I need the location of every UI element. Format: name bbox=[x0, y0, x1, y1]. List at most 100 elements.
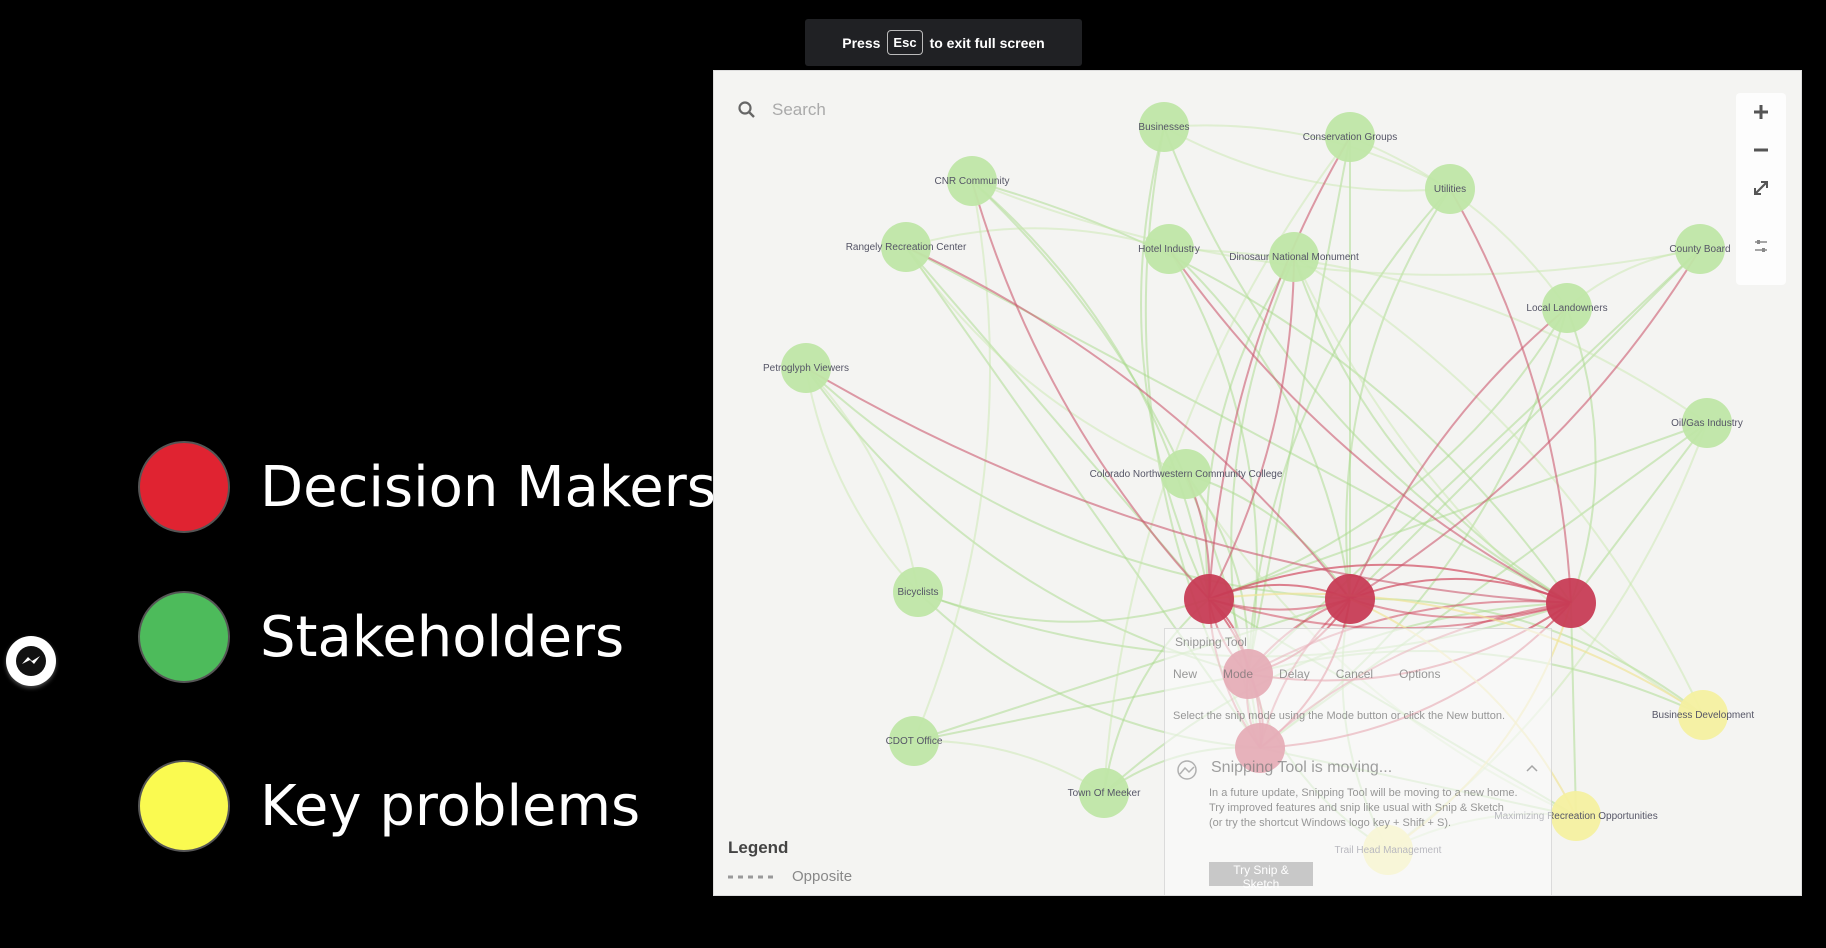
minus-icon bbox=[1754, 148, 1768, 152]
edge-county_board-d4 bbox=[1247, 248, 1701, 675]
node-label-petroglyph: Petroglyph Viewers bbox=[763, 363, 849, 374]
messenger-icon bbox=[16, 646, 46, 676]
snipping-tool-window[interactable]: Snipping Tool New Mode Delay Cancel Opti… bbox=[1164, 628, 1552, 895]
edge-d3-d2 bbox=[1349, 598, 1572, 619]
search-input[interactable] bbox=[770, 99, 974, 121]
node-cnr[interactable] bbox=[947, 156, 997, 206]
node-d2[interactable] bbox=[1325, 574, 1375, 624]
node-label-conservation: Conservation Groups bbox=[1303, 132, 1398, 143]
stakeholders-dot bbox=[138, 591, 230, 683]
node-local_land[interactable] bbox=[1542, 283, 1592, 333]
node-d1[interactable] bbox=[1184, 574, 1234, 624]
snip-moving-body: In a future update, Snipping Tool will b… bbox=[1209, 787, 1518, 829]
node-label-cncc: Colorado Northwestern Community College bbox=[1090, 469, 1283, 480]
expand-icon bbox=[1754, 181, 1768, 195]
decision-makers-dot bbox=[138, 441, 230, 533]
edge-petroglyph-d2 bbox=[805, 367, 1351, 600]
legend-row-stakeholders: Stakeholders bbox=[138, 591, 624, 683]
zoom-out-button[interactable] bbox=[1741, 131, 1781, 169]
edge-businesses-d1 bbox=[1140, 126, 1210, 600]
slide-legend: Decision Makers Stakeholders Key problem… bbox=[0, 0, 716, 948]
edge-hotel-d2 bbox=[1168, 248, 1351, 600]
settings-button[interactable] bbox=[1741, 227, 1781, 265]
edge-cnr-cdot bbox=[913, 180, 991, 742]
graph-legend-title: Legend bbox=[728, 838, 789, 857]
node-label-cdot: CDOT Office bbox=[886, 736, 943, 747]
snip-cancel-button[interactable]: Cancel bbox=[1335, 667, 1374, 681]
snip-mode-button[interactable]: Mode bbox=[1223, 667, 1254, 681]
edge-red-petroglyph bbox=[805, 367, 1572, 604]
edge-local_land-d3 bbox=[1566, 307, 1597, 604]
graph-edges bbox=[805, 124, 1708, 851]
node-rangely_rec[interactable] bbox=[881, 222, 931, 272]
node-county_board[interactable] bbox=[1675, 224, 1725, 274]
edge-hotel-d4 bbox=[1168, 248, 1258, 675]
node-label-oilgas: Oil/Gas Industry bbox=[1671, 418, 1743, 429]
node-label-rangely_rec: Rangely Recreation Center bbox=[846, 242, 967, 253]
edge-problem-biz_dev bbox=[1208, 592, 1704, 716]
node-petroglyph[interactable] bbox=[781, 343, 831, 393]
node-businesses[interactable] bbox=[1139, 102, 1189, 152]
snipping-toolbar: New Mode Delay Cancel Options bbox=[1173, 667, 1440, 681]
fullscreen-rest-text: to exit full screen bbox=[929, 34, 1045, 51]
edge-maximizing-d3 bbox=[1570, 602, 1577, 817]
dotted-line-icon bbox=[728, 875, 778, 878]
edge-conservation-local_land bbox=[1349, 136, 1568, 309]
node-biz_dev[interactable] bbox=[1678, 690, 1728, 740]
snip-new-button[interactable]: New bbox=[1173, 667, 1198, 681]
snip-delay-button[interactable]: Delay bbox=[1279, 667, 1310, 681]
legend-item-opposite: Opposite bbox=[792, 868, 853, 885]
edge-petroglyph-bicyclists bbox=[805, 367, 919, 593]
legend-label-stakeholders: Stakeholders bbox=[260, 604, 625, 670]
node-utilities[interactable] bbox=[1425, 164, 1475, 214]
node-d3[interactable] bbox=[1546, 578, 1596, 628]
legend-row-key-problems: Key problems bbox=[138, 760, 640, 852]
graph-search[interactable] bbox=[738, 99, 974, 121]
node-conservation[interactable] bbox=[1325, 112, 1375, 162]
node-label-local_land: Local Landowners bbox=[1526, 303, 1607, 314]
edge-red-rangely_rec bbox=[905, 246, 1351, 600]
edge-conservation-d4 bbox=[1247, 136, 1351, 675]
edge-cnr-d3 bbox=[971, 180, 1572, 604]
graph-legend-item: Opposite bbox=[728, 868, 852, 885]
node-dinosaur[interactable] bbox=[1269, 232, 1319, 282]
snip-description: Select the snip mode using the Mode butt… bbox=[1173, 710, 1506, 722]
node-meeker[interactable] bbox=[1079, 768, 1129, 818]
zoom-controls bbox=[1736, 93, 1786, 285]
edge-dinosaur-d3 bbox=[1293, 256, 1572, 604]
edge-red-county_board bbox=[1349, 248, 1701, 600]
try-snip-sketch-button[interactable]: Try Snip & Sketch bbox=[1209, 862, 1313, 891]
snip-options-button[interactable]: Options bbox=[1399, 667, 1441, 681]
node-label-maximizing: Maximizing Recreation Opportunities bbox=[1494, 811, 1657, 822]
node-label-meeker: Town Of Meeker bbox=[1068, 788, 1141, 799]
edge-red-hotel bbox=[1168, 248, 1572, 604]
edge-d1-d3 bbox=[1208, 563, 1572, 604]
search-icon bbox=[738, 101, 755, 118]
node-oilgas[interactable] bbox=[1682, 398, 1732, 448]
edge-bicyclists-petroglyph bbox=[805, 367, 919, 593]
node-label-biz_dev: Business Development bbox=[1652, 710, 1754, 721]
messenger-button[interactable] bbox=[6, 636, 56, 686]
graph-panel[interactable]: Businesses Conservation Groups CNR Communi… bbox=[713, 70, 1802, 896]
fit-view-button[interactable] bbox=[1741, 169, 1781, 207]
edge-d2-d3 bbox=[1349, 577, 1572, 604]
node-label-businesses: Businesses bbox=[1138, 122, 1189, 133]
edge-utilities-d2 bbox=[1345, 188, 1451, 600]
fullscreen-press-text: Press bbox=[842, 34, 881, 51]
edge-rangely_rec-hotel bbox=[905, 227, 1170, 250]
edge-red-cnr bbox=[971, 180, 1210, 600]
edge-hotel-oilgas bbox=[1168, 248, 1708, 424]
node-maximizing[interactable] bbox=[1551, 791, 1601, 841]
node-hotel[interactable] bbox=[1144, 224, 1194, 274]
chevron-up-icon[interactable] bbox=[1525, 763, 1539, 773]
node-bicyclists[interactable] bbox=[893, 567, 943, 617]
edge-red-utilities bbox=[1449, 188, 1572, 604]
edge-red-local_land bbox=[1349, 307, 1568, 600]
snip-moving-title: Snipping Tool is moving... bbox=[1211, 759, 1393, 776]
edge-utilities-businesses bbox=[1163, 126, 1451, 192]
zoom-in-button[interactable] bbox=[1741, 93, 1781, 131]
node-cdot[interactable] bbox=[889, 716, 939, 766]
fullscreen-notice: Press Esc to exit full screen bbox=[805, 19, 1082, 66]
node-cncc[interactable] bbox=[1161, 449, 1211, 499]
node-label-county_board: County Board bbox=[1669, 244, 1730, 255]
